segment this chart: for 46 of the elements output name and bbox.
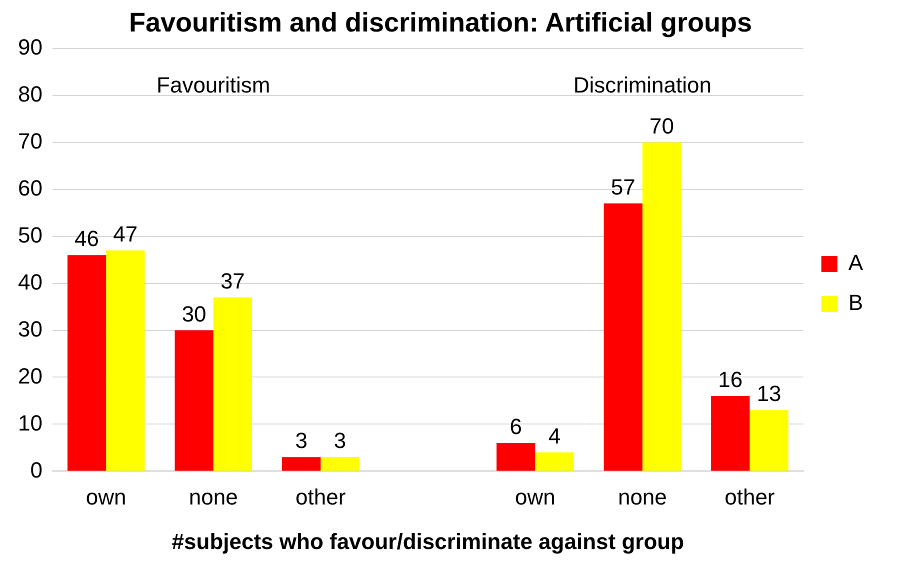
- bar: [213, 297, 252, 471]
- y-tick-label: 10: [18, 410, 42, 436]
- bar: [106, 250, 145, 471]
- legend-label: B: [848, 290, 864, 316]
- bar: [642, 142, 682, 471]
- bar: [320, 457, 360, 471]
- data-label: 16: [718, 367, 743, 392]
- y-tick-label: 50: [18, 222, 42, 248]
- x-tick-label: none: [618, 484, 667, 510]
- bar: [750, 410, 788, 471]
- data-label: 46: [74, 226, 100, 252]
- bar: [174, 330, 214, 471]
- y-tick-label: 90: [18, 34, 42, 60]
- bar: [604, 203, 642, 471]
- bar: [535, 452, 574, 471]
- data-label: 30: [182, 301, 206, 326]
- data-label: 47: [113, 221, 138, 246]
- data-label: 3: [295, 428, 308, 454]
- x-tick-label: other: [296, 484, 346, 510]
- data-label: 57: [610, 174, 636, 200]
- x-tick-label: other: [724, 484, 775, 510]
- annotation: Favouritism: [156, 72, 270, 98]
- chart-title: Favouritism and discrimination: Artificial groups: [128, 8, 752, 38]
- data-label: 37: [220, 268, 245, 294]
- bar: [711, 396, 750, 471]
- data-label: 13: [756, 381, 782, 406]
- y-tick-label: 40: [18, 269, 42, 294]
- data-label: 70: [649, 113, 674, 138]
- annotation: Discrimination: [573, 72, 712, 98]
- y-tick-label: 20: [18, 363, 42, 388]
- legend-label: A: [848, 250, 864, 276]
- data-label: 3: [334, 428, 346, 454]
- data-label: 4: [548, 423, 561, 448]
- y-tick-label: 0: [30, 457, 42, 482]
- bar: [67, 255, 106, 471]
- x-tick-label: none: [188, 484, 238, 510]
- x-tick-label: own: [514, 484, 556, 510]
- data-label: 6: [510, 414, 522, 440]
- bar: [282, 457, 321, 471]
- y-tick-label: 60: [18, 175, 42, 200]
- y-tick-label: 70: [18, 128, 42, 154]
- bar: [496, 443, 536, 471]
- y-tick-label: 30: [18, 316, 42, 342]
- x-axis-title: #subjects who favour/discriminate against group: [172, 528, 684, 554]
- y-tick-label: 80: [18, 81, 42, 106]
- x-tick-label: own: [86, 484, 126, 510]
